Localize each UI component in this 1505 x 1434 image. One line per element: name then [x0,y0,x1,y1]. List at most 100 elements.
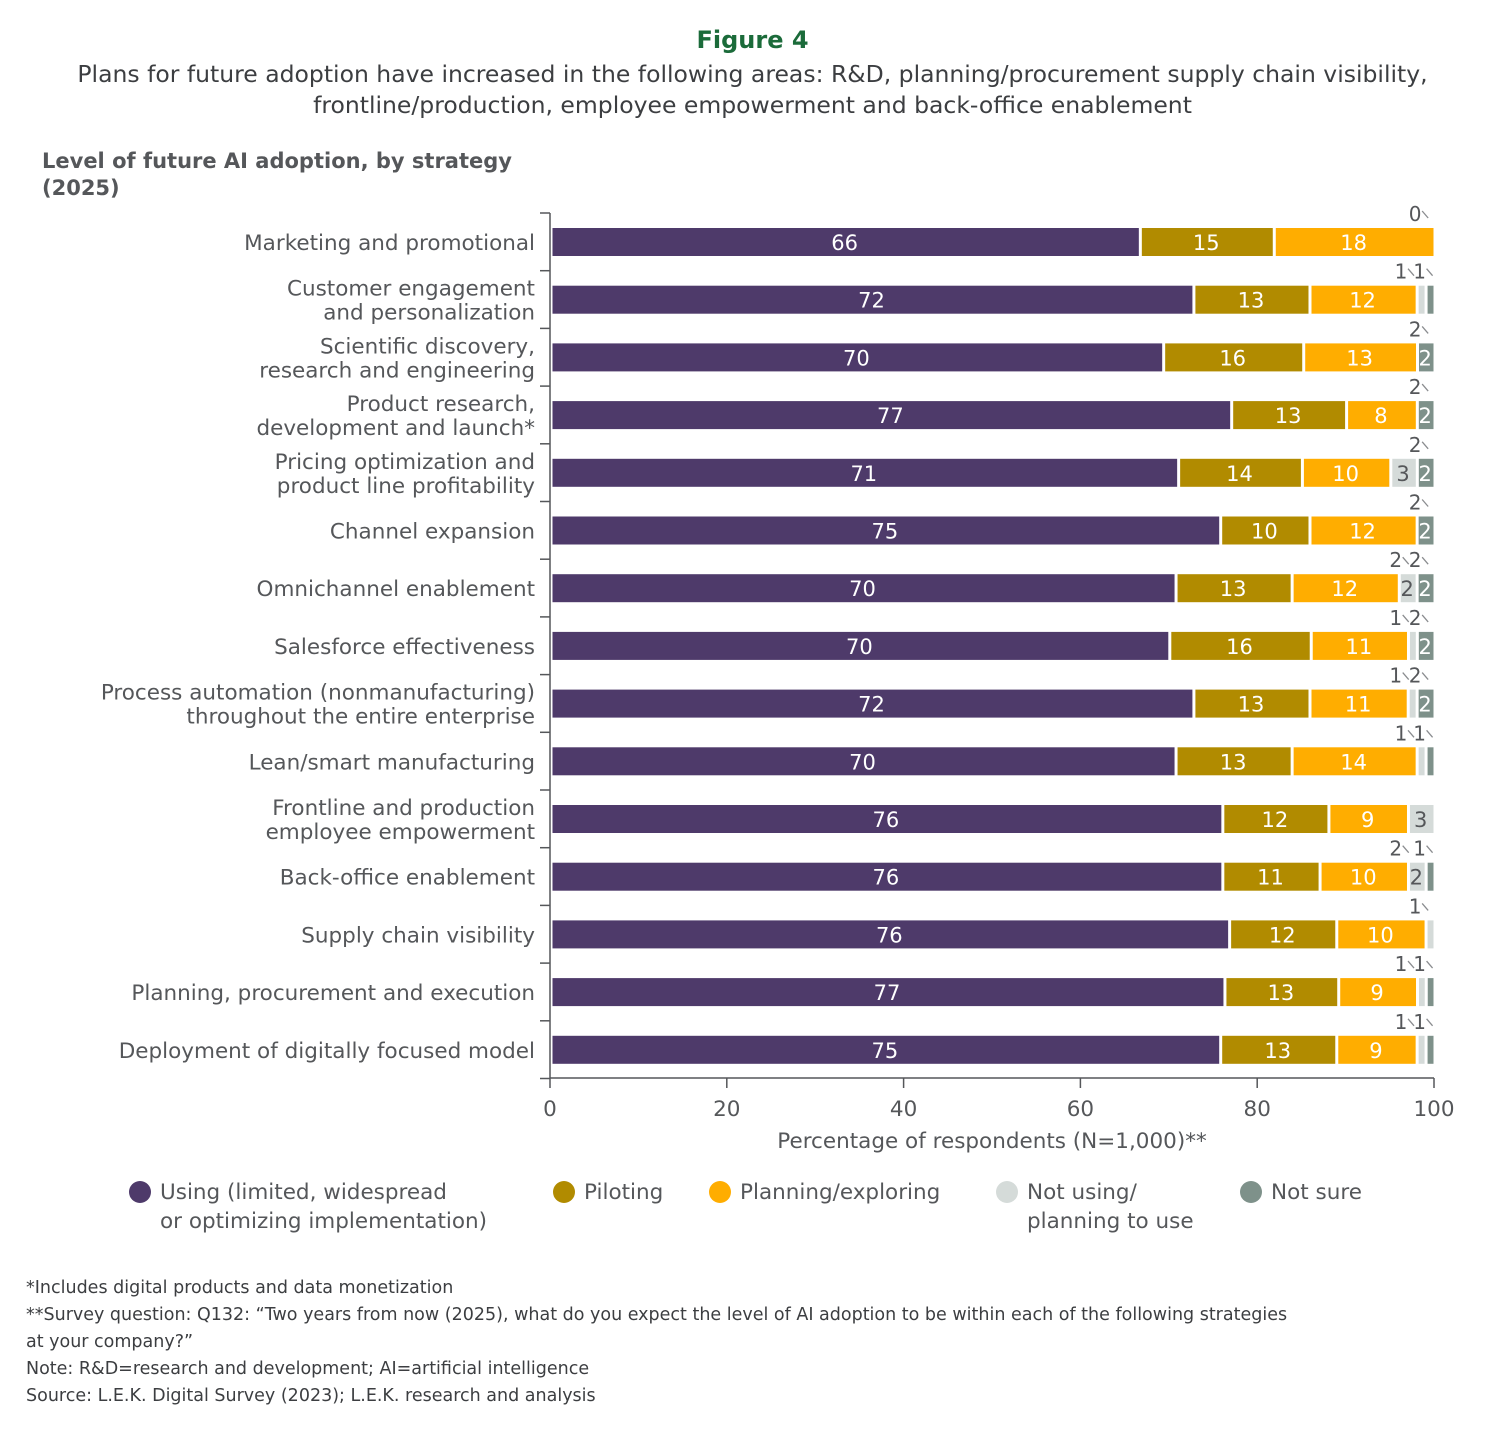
bar-segment-planning [1312,631,1407,660]
bar-segment-using [552,343,1163,372]
bar-segment-planning [1275,228,1434,256]
data-label: 13 [1275,404,1302,428]
bar-segment-not_using [1418,747,1425,776]
bar-segment-piloting [1226,978,1338,1007]
data-label: 12 [1349,289,1376,313]
legend-label-planning: Planning/exploring [740,1180,941,1205]
bar-segment-using [552,805,1222,833]
data-label: 77 [877,404,904,428]
bar-segment-piloting [1141,228,1273,256]
bar-segment-piloting [1224,862,1319,891]
category-label: Salesforce effectiveness [274,635,535,660]
data-label: 72 [858,693,885,717]
callout-label: 1 [1413,260,1426,284]
bar-segment-planning [1348,401,1416,430]
bar-segment-using [552,401,1231,430]
bar-segment-not_using [1418,285,1425,314]
legend-swatch-planning [709,1181,731,1203]
footnote-5: Source: L.E.K. Digital Survey (2023); L.… [26,1386,596,1406]
category-label: Channel expansion [330,520,535,545]
callout-label: 1 [1413,837,1426,861]
bar-segment-piloting [1233,401,1346,430]
bar-segment-planning [1340,978,1416,1007]
bar-segment-planning [1293,747,1416,776]
data-label: 12 [1269,923,1296,947]
bar-segment-not_using [1409,631,1416,660]
callout-leader [1421,325,1429,334]
bar-segment-not_using [1400,574,1416,603]
data-label: 76 [873,808,900,832]
data-label: 3 [1414,808,1427,832]
callout-label: 1 [1395,952,1408,976]
callout-label: 2 [1409,433,1422,457]
data-label: 13 [1264,1039,1291,1063]
category-label: Planning, procurement and execution [131,981,535,1006]
bar-segment-not_using [1409,862,1425,891]
x-tick-label: 40 [890,1097,917,1122]
bar-segment-planning [1293,574,1398,603]
bar-segment-using [552,285,1193,314]
callout-label: 2 [1409,548,1422,572]
bar-segment-planning [1311,285,1416,314]
data-label: 12 [1349,520,1376,544]
bar-segment-not_sure [1427,1035,1434,1064]
data-label: 11 [1345,693,1372,717]
callout-label: 2 [1409,664,1422,688]
callout-leader [1421,499,1429,507]
callout-label: 1 [1389,664,1402,688]
callout-label: 2 [1409,317,1422,341]
legend-label-not-using-line-2: planning to use [1027,1209,1194,1234]
callout-label: 1 [1413,952,1426,976]
bar-segment-planning [1321,862,1407,891]
chart-title-line-1: Level of future AI adoption, by strategy [42,149,512,173]
category-label: Omnichannel enablement [257,577,535,602]
data-label: 10 [1350,866,1377,890]
footnote-2: **Survey question: Q132: “Two years from… [26,1305,1288,1325]
callout-leader [1426,268,1434,277]
bar-segment-not_using [1418,978,1425,1007]
callout-label: 1 [1413,721,1426,745]
bar-segment-using [552,747,1175,776]
legend-swatch-using [129,1181,151,1203]
data-label: 13 [1346,346,1373,370]
bar-segment-piloting [1195,285,1309,314]
data-label: 14 [1340,750,1367,774]
bar-segment-piloting [1180,458,1301,487]
category-label: Deployment of digitally focused model [119,1039,535,1064]
data-label: 15 [1193,231,1220,255]
callout-label: 1 [1395,260,1408,284]
data-label: 70 [849,750,876,774]
bar-segment-not_sure [1418,574,1434,603]
figure-label: Figure 4 [696,26,809,54]
bar-segment-not_sure [1418,343,1434,372]
bar-segment-using [552,978,1224,1007]
bar-segment-not_using [1427,920,1434,949]
bar-segment-piloting [1231,920,1336,949]
bar-segment-planning [1303,458,1390,487]
bar-segment-using [552,689,1193,718]
legend-label-not-sure: Not sure [1271,1180,1362,1205]
callout-label: 1 [1395,1010,1408,1034]
callout-leader [1402,845,1410,854]
callout-leader [1421,672,1429,681]
data-label: 77 [874,981,901,1005]
callout-leader [1407,729,1415,738]
category-label: Frontline and production [272,796,535,821]
footnote-1: *Includes digital products and data mone… [26,1278,454,1298]
data-label: 13 [1267,981,1294,1005]
data-label: 71 [850,462,877,486]
bar-segment-planning [1305,343,1416,372]
data-label: 72 [858,289,885,313]
data-label: 75 [871,520,898,544]
data-label: 2 [1418,693,1431,717]
bar-segment-not_sure [1418,516,1434,545]
category-label: research and engineering [259,358,535,383]
figure-subtitle-line-1: Plans for future adoption have increased… [77,60,1428,88]
bar-segment-piloting [1171,631,1310,660]
category-label: throughout the entire enterprise [186,705,535,730]
bar-segment-using [552,574,1175,603]
data-label: 11 [1345,635,1372,659]
bar-segment-not_using [1409,689,1416,718]
category-label: Process automation (nonmanufacturing) [101,681,535,706]
bar-segment-not_sure [1418,458,1434,487]
